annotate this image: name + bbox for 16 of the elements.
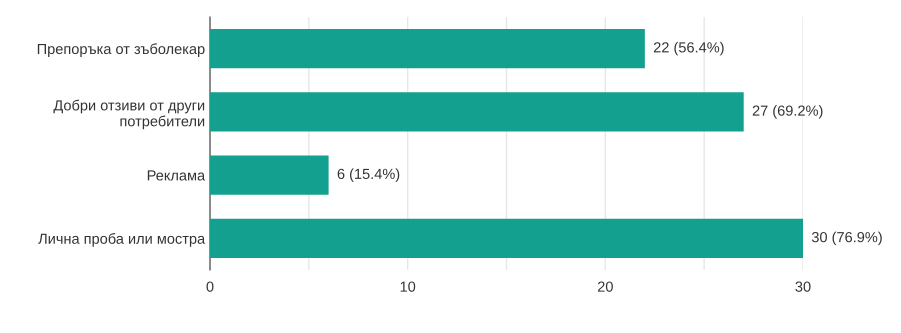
- bar: [210, 29, 645, 68]
- bar: [210, 92, 744, 132]
- y-tick-label: Лична проба или мостра: [38, 233, 206, 247]
- y-tick-label: Реклама: [148, 170, 206, 181]
- data-label: 30 (76.9%): [812, 232, 882, 246]
- data-label: 27 (69.2%): [752, 105, 822, 119]
- data-label: 6 (15.4%): [338, 168, 400, 182]
- y-tick-label: Препоръка от зъболекар: [38, 43, 205, 57]
- bar: [210, 218, 803, 258]
- bar: [210, 156, 329, 195]
- x-tick-label: 20: [598, 281, 613, 292]
- x-tick-label: 10: [400, 281, 416, 292]
- y-tick-label: Добри отзиви от други потребители: [53, 100, 204, 130]
- x-tick-label: 30: [795, 281, 811, 292]
- x-tick-label: 0: [206, 281, 214, 292]
- data-label: 22 (56.4%): [654, 42, 724, 56]
